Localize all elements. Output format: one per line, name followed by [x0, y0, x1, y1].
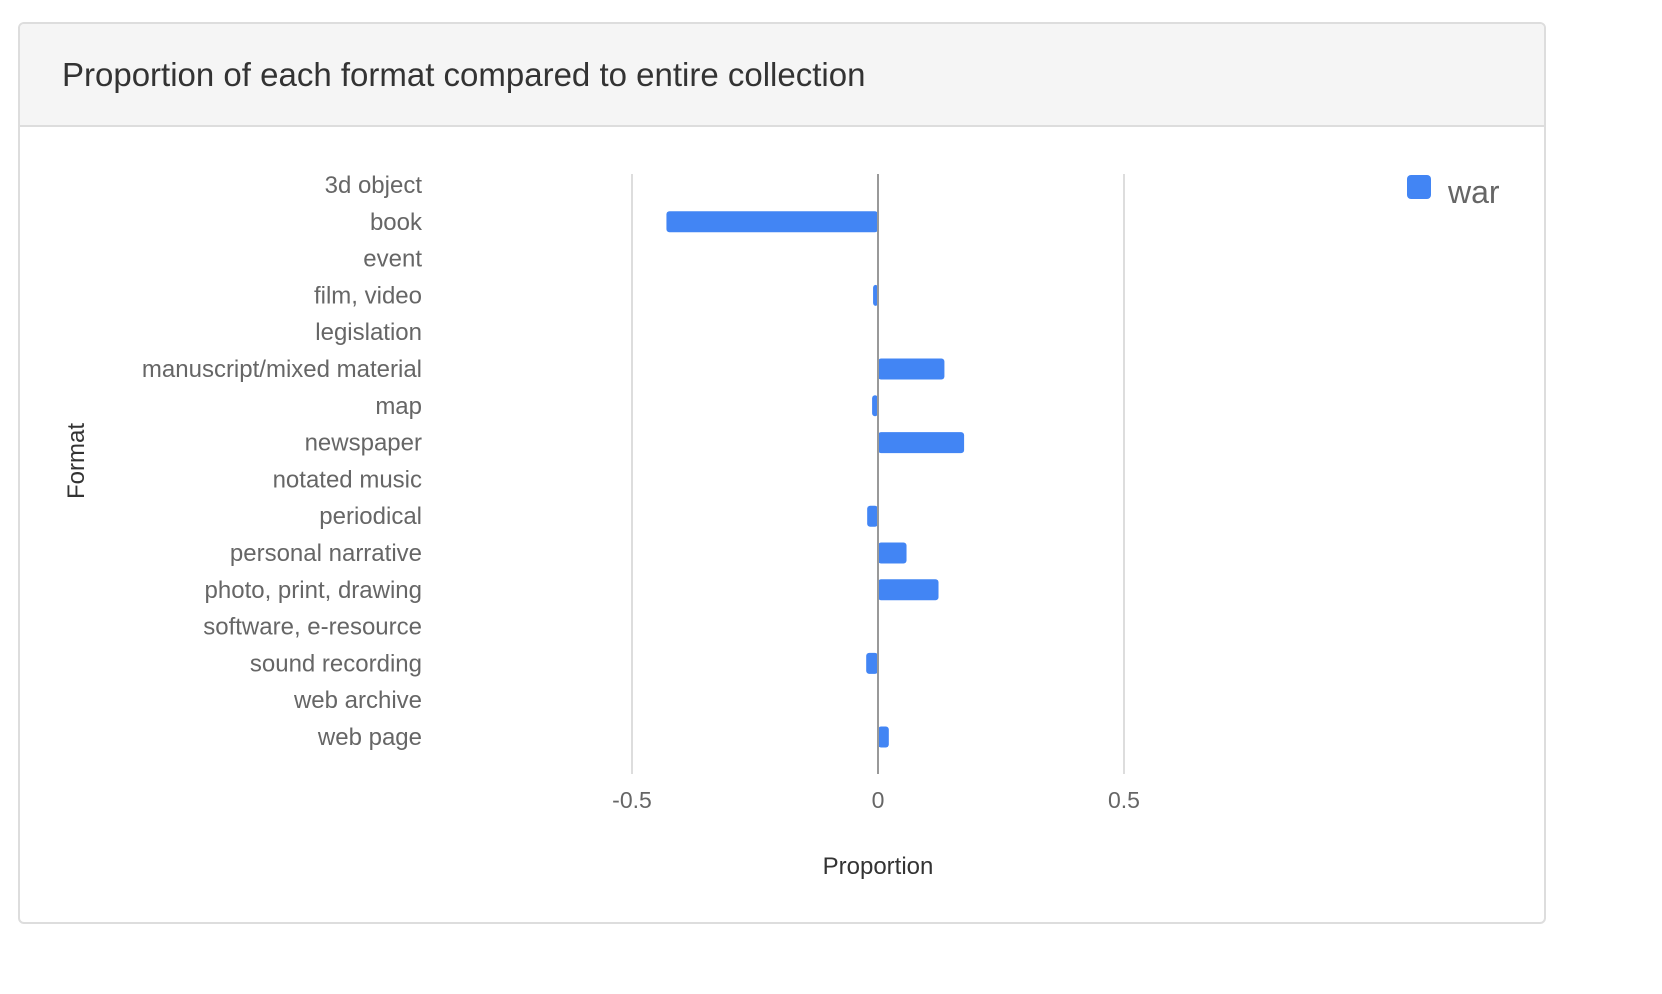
grid-layer: [631, 174, 1125, 774]
category-label: periodical: [319, 503, 422, 530]
category-label: notated music: [273, 466, 422, 493]
x-axis-title: Proportion: [823, 853, 934, 880]
category-label: web archive: [293, 687, 422, 714]
panel-heading: Proportion of each format compared to en…: [20, 24, 1544, 127]
category-label: software, e-resource: [203, 614, 422, 641]
bar-layer: [666, 174, 965, 748]
chart-panel: Proportion of each format compared to en…: [18, 22, 1546, 924]
x-tick-label: 0: [872, 787, 885, 813]
category-label: film, video: [314, 282, 422, 309]
bar[interactable]: [878, 542, 907, 564]
panel-title: Proportion of each format compared to en…: [62, 55, 866, 93]
bar[interactable]: [878, 579, 939, 601]
category-label: legislation: [315, 319, 422, 346]
category-label: map: [375, 393, 422, 420]
category-label: newspaper: [305, 430, 422, 457]
y-axis-title: Format: [63, 423, 90, 499]
bar[interactable]: [872, 395, 878, 417]
category-label: web page: [317, 724, 422, 751]
bar[interactable]: [878, 358, 945, 380]
bar[interactable]: [867, 505, 878, 527]
legend[interactable]: war: [1407, 174, 1500, 210]
x-tick-label: -0.5: [612, 787, 652, 813]
category-label: book: [370, 209, 423, 236]
x-tick-label: 0.5: [1108, 787, 1140, 813]
label-layer: -0.5 0 0.5 3d object book event film, video leg…: [63, 172, 1140, 880]
category-label: sound recording: [250, 650, 422, 677]
legend-label[interactable]: war: [1447, 174, 1500, 210]
category-label: personal narrative: [230, 540, 422, 567]
bar[interactable]: [873, 284, 878, 306]
bar[interactable]: [866, 652, 878, 674]
category-label: 3d object: [325, 172, 423, 199]
legend-swatch[interactable]: [1407, 175, 1431, 199]
category-label: manuscript/mixed material: [142, 356, 422, 383]
bar[interactable]: [878, 432, 965, 454]
bar[interactable]: [666, 211, 878, 233]
category-label: photo, print, drawing: [205, 577, 422, 604]
bar[interactable]: [878, 726, 889, 748]
category-label: event: [363, 246, 422, 273]
